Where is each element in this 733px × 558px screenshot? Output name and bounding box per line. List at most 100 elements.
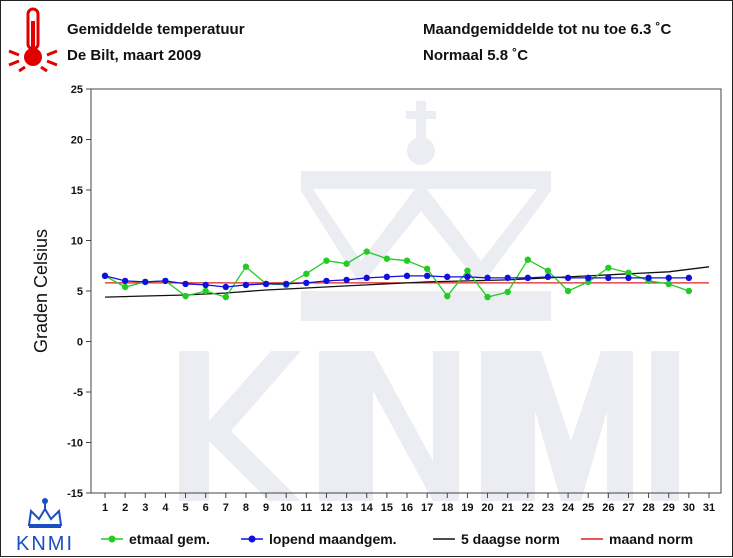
legend-label: etmaal gem.	[129, 531, 210, 547]
legend-swatch-blue	[241, 535, 263, 543]
data-point-1	[444, 273, 451, 281]
x-tick-label: 5	[182, 502, 188, 514]
data-point-1	[242, 281, 250, 289]
data-point-1	[262, 280, 270, 288]
series-line-0	[104, 250, 690, 298]
y-tick-label: 0	[77, 337, 83, 349]
data-point-0	[685, 287, 693, 295]
data-point-0	[363, 248, 370, 255]
data-point-1	[142, 278, 149, 286]
chart-title: Gemiddelde temperatuur	[67, 21, 245, 38]
legend-swatch-red	[581, 538, 603, 540]
x-tick-label: 23	[542, 502, 554, 514]
x-tick-label: 18	[441, 502, 453, 514]
month-average-text: Maandgemiddelde tot nu toe 6.3 ˚C	[423, 21, 672, 38]
knmi-logo: KNMI	[9, 497, 81, 555]
data-point-0	[121, 283, 129, 291]
x-axis: 1 2 3 4 5 6 7 8 9 10 11 12 13 14 15 16 17 18 19 20 21 22 23 24 2…	[102, 493, 715, 514]
svg-text:KNMI: KNMI	[16, 533, 74, 553]
data-point-1	[423, 272, 431, 280]
data-point-1	[202, 281, 209, 289]
y-axis: 25 20 15 10 5 0 -5 -10 -15	[67, 84, 91, 500]
y-tick-label: -5	[73, 387, 83, 399]
legend-swatch-green	[101, 535, 123, 543]
normal-text: Normaal 5.8 ˚C	[423, 47, 529, 64]
data-point-1	[383, 273, 391, 281]
data-point-1	[182, 280, 189, 288]
legend: etmaal gem. lopend maandgem. 5 daagse no…	[101, 527, 731, 551]
data-point-1	[162, 277, 169, 285]
crown-icon: KNMI	[16, 498, 74, 555]
x-tick-label: 28	[642, 502, 654, 514]
x-tick-label: 30	[683, 502, 695, 514]
x-tick-label: 3	[142, 502, 148, 514]
x-tick-label: 2	[122, 502, 128, 514]
data-point-1	[121, 277, 129, 285]
x-tick-label: 6	[203, 502, 209, 514]
y-tick-label: 5	[77, 286, 83, 298]
data-point-1	[645, 274, 652, 282]
x-tick-label: 27	[622, 502, 634, 514]
x-tick-label: 8	[243, 502, 249, 514]
x-tick-label: 22	[522, 502, 534, 514]
thermometer-icon	[8, 7, 58, 73]
data-point-0	[524, 256, 531, 263]
data-point-1	[524, 274, 531, 282]
x-tick-label: 26	[602, 502, 614, 514]
data-point-0	[182, 292, 189, 300]
x-tick-label: 7	[223, 502, 229, 514]
legend-swatch-black	[433, 538, 455, 540]
data-point-1	[343, 276, 350, 284]
data-point-0	[323, 257, 330, 264]
legend-item-etmaal: etmaal gem.	[101, 527, 210, 551]
legend-label: 5 daagse norm	[461, 531, 560, 547]
data-point-1	[685, 274, 693, 282]
series-layer	[101, 248, 710, 301]
legend-item-maand-norm: maand norm	[581, 527, 693, 551]
x-tick-label: 1	[102, 502, 108, 514]
data-point-1	[283, 280, 290, 288]
legend-item-lopend: lopend maandgem.	[241, 527, 397, 551]
x-tick-label: 10	[280, 502, 292, 514]
data-point-1	[504, 274, 511, 282]
y-tick-label: 10	[71, 236, 83, 248]
y-tick-label: -10	[67, 438, 83, 450]
data-point-1	[605, 274, 612, 282]
data-point-1	[585, 274, 592, 282]
y-tick-label: 25	[71, 84, 83, 96]
x-tick-label: 17	[421, 502, 433, 514]
y-tick-label: -15	[67, 488, 83, 500]
legend-item-5daagse: 5 daagse norm	[433, 527, 560, 551]
data-point-1	[363, 274, 370, 282]
chart-subtitle: De Bilt, maart 2009	[67, 47, 202, 64]
data-point-1	[464, 273, 471, 281]
data-point-1	[303, 279, 310, 287]
data-point-0	[202, 287, 209, 295]
data-point-0	[303, 270, 310, 278]
x-tick-label: 19	[461, 502, 473, 514]
y-tick-label: 15	[71, 185, 83, 197]
data-point-0	[222, 293, 229, 301]
legend-label: maand norm	[609, 531, 694, 547]
data-point-1	[222, 283, 229, 291]
data-point-0	[564, 287, 572, 295]
x-tick-label: 21	[502, 502, 514, 514]
data-point-0	[464, 267, 471, 274]
x-tick-label: 24	[562, 502, 575, 514]
x-tick-label: 14	[361, 502, 374, 514]
data-point-0	[544, 267, 552, 274]
data-point-1	[665, 274, 672, 282]
data-point-1	[544, 273, 552, 281]
data-point-1	[564, 274, 572, 282]
x-tick-label: 11	[301, 502, 313, 514]
data-point-1	[101, 272, 109, 280]
data-point-0	[665, 280, 672, 288]
knmi-watermark	[179, 101, 679, 501]
series-line-1	[104, 275, 689, 288]
x-tick-label: 25	[582, 502, 594, 514]
data-point-0	[484, 293, 491, 301]
data-point-1	[625, 274, 632, 282]
x-tick-label: 13	[340, 502, 352, 514]
x-tick-label: 4	[162, 502, 169, 514]
